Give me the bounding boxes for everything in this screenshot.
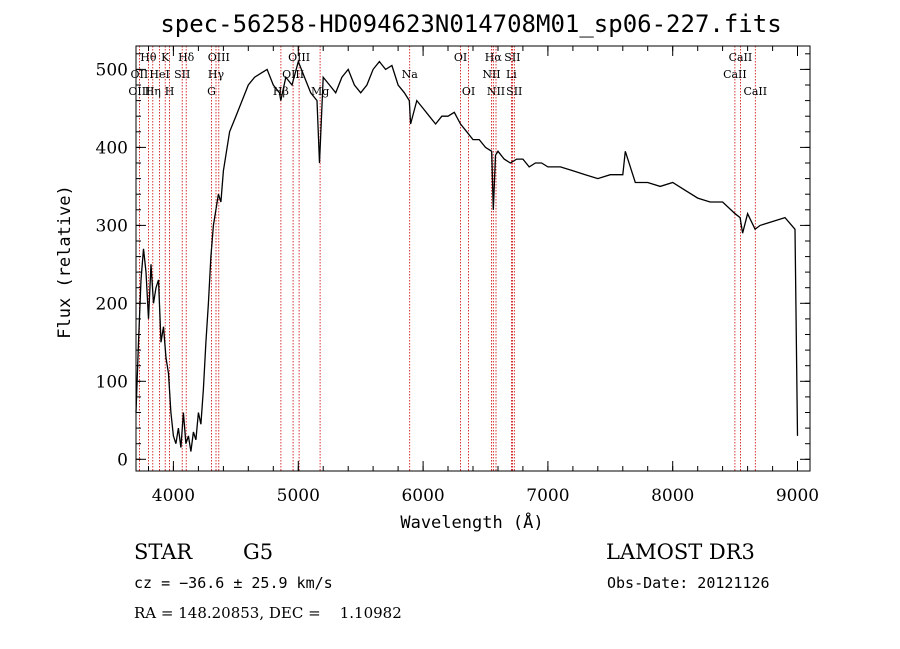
- x-tick-label: 7000: [526, 486, 569, 506]
- line-label: Mg: [311, 85, 329, 98]
- line-label: SII: [174, 68, 190, 81]
- line-label: SII: [504, 51, 520, 64]
- line-label: SII: [506, 85, 522, 98]
- line-label: Hα: [485, 51, 503, 64]
- line-labels: Hθ OII OIII K HeI Hη Hδ SII H OIII Hγ G OIII OIII Hβ Mg…: [128, 51, 767, 98]
- obs-date-text: Obs-Date: 20121126: [607, 574, 770, 592]
- line-label: CaII: [729, 51, 753, 64]
- line-label: Li: [506, 68, 517, 81]
- chart-title: spec-56258-HD094623N014708M01_sp06-227.f…: [160, 10, 781, 38]
- x-axis-label: Wavelength (Å): [400, 511, 543, 533]
- line-label: Hη: [145, 85, 161, 98]
- x-tick-label: 8000: [651, 486, 694, 506]
- line-label: H: [165, 85, 175, 98]
- spectrum-series-line: [135, 59, 799, 452]
- line-label: Hδ: [178, 51, 195, 64]
- line-label: OIII: [128, 85, 150, 98]
- redshift-text: cz = −36.6 ± 25.9 km/s: [134, 574, 333, 592]
- y-tick-label: 500: [96, 60, 128, 80]
- x-tick-label: 5000: [277, 486, 320, 506]
- line-label: HeI: [149, 68, 169, 81]
- line-label: G: [207, 85, 216, 98]
- line-label: OIII: [288, 51, 310, 64]
- y-tick-label: 0: [117, 450, 128, 470]
- x-tick-label: 6000: [401, 486, 444, 506]
- plot-frame: [135, 45, 811, 472]
- survey-name: LAMOST DR3: [606, 540, 755, 564]
- x-axis: 4000 5000 6000 7000 8000 9000: [148, 46, 819, 506]
- line-label: CaII: [743, 85, 767, 98]
- line-label: OII: [131, 68, 149, 81]
- y-axis-label: Flux (relative): [55, 185, 75, 339]
- star-class: STAR: [134, 540, 193, 564]
- line-label: Hθ: [140, 51, 157, 64]
- star-subclass: G5: [243, 540, 274, 564]
- x-tick-label: 9000: [776, 486, 819, 506]
- y-tick-label: 200: [96, 294, 128, 314]
- line-label: Hγ: [208, 68, 225, 81]
- y-tick-label: 100: [96, 372, 128, 392]
- line-label: OIII: [208, 51, 230, 64]
- line-label: K: [161, 51, 170, 64]
- line-label: OI: [454, 51, 467, 64]
- line-label: NII: [487, 85, 505, 98]
- y-tick-label: 400: [96, 138, 128, 158]
- line-label: Hβ: [273, 85, 289, 98]
- line-label: OIII: [282, 68, 304, 81]
- emission-line-markers: [138, 46, 756, 471]
- line-label: Na: [402, 68, 419, 81]
- x-tick-label: 4000: [152, 486, 195, 506]
- y-tick-label: 300: [96, 216, 128, 236]
- line-label: CaII: [723, 68, 747, 81]
- coordinates-text: RA = 148.20853, DEC = 1.10982: [134, 604, 402, 622]
- line-label: NII: [482, 68, 500, 81]
- y-axis: 0 100 200 300 400 500: [96, 53, 810, 470]
- line-label: OI: [462, 85, 475, 98]
